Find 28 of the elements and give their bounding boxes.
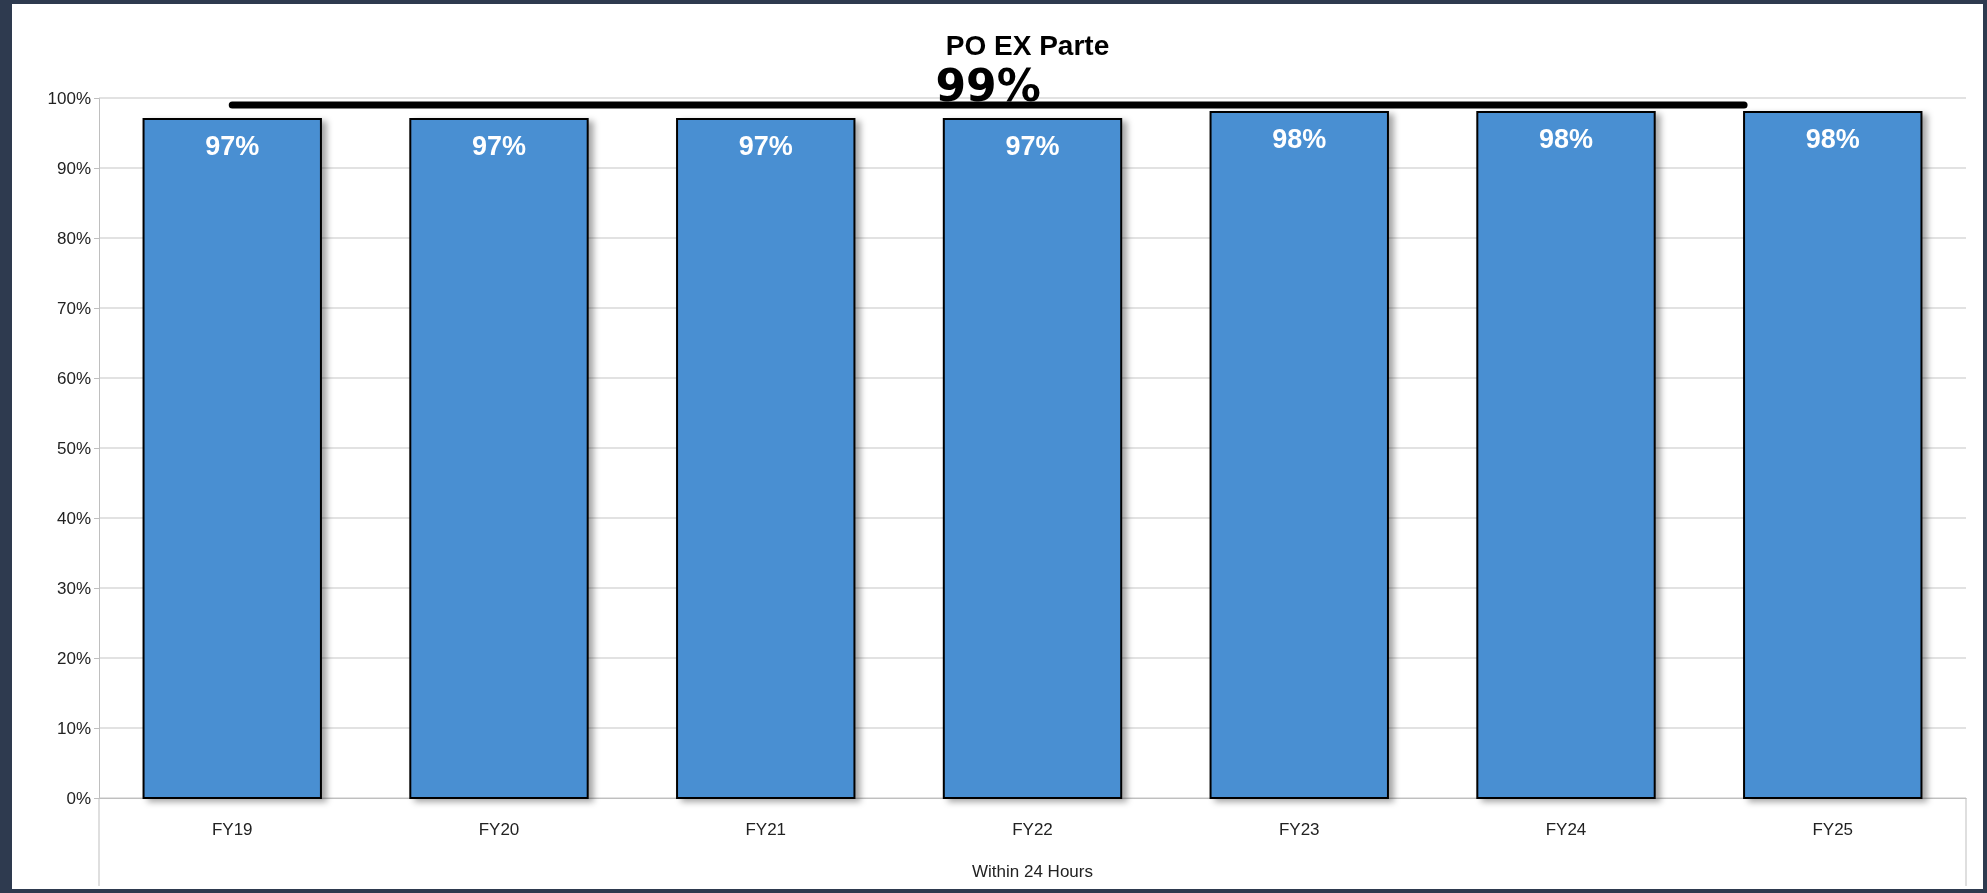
chart-title: PO EX Parte <box>945 30 1110 61</box>
y-tick-label: 30% <box>56 578 91 598</box>
data-label: 97% <box>738 131 793 161</box>
y-tick-label: 100% <box>47 88 91 108</box>
y-tick-label: 60% <box>56 368 91 388</box>
data-label: 97% <box>471 131 527 161</box>
x-tick-label: FY25 <box>1812 820 1854 840</box>
data-label: 97% <box>205 131 260 161</box>
y-tick-label: 40% <box>56 508 91 528</box>
y-tick-label: 20% <box>56 648 91 668</box>
data-label: 98% <box>1805 124 1860 154</box>
ref-line-label: 99% <box>935 60 1041 111</box>
x-tick-label: FY19 <box>211 820 253 840</box>
x-tick-label: FY21 <box>745 820 787 840</box>
x-tick-label: FY23 <box>1278 820 1320 840</box>
y-tick-label: 80% <box>56 228 91 248</box>
x-tick-label: FY24 <box>1545 820 1587 840</box>
x-tick-label: FY22 <box>1012 820 1053 840</box>
data-label: 97% <box>1005 131 1060 161</box>
y-tick-label: 10% <box>56 718 91 738</box>
data-label: 98% <box>1272 124 1327 154</box>
y-tick-label: 70% <box>56 298 91 318</box>
y-tick-label: 0% <box>66 788 91 808</box>
data-label: 98% <box>1538 124 1594 154</box>
x-tick-label: FY20 <box>478 820 520 840</box>
x-axis-title: Within 24 Hours <box>972 862 1093 881</box>
y-tick-label: 90% <box>56 158 91 178</box>
y-tick-label: 50% <box>56 438 91 458</box>
